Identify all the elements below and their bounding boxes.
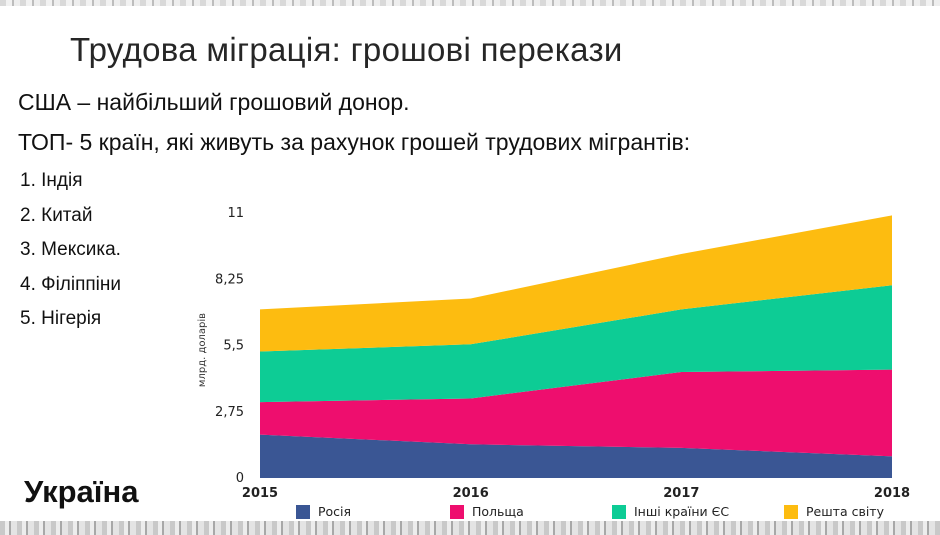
y-tick-label: 2,75 [215,405,244,420]
y-axis-ticks: 0 2,75 5,5 8,25 11 [215,206,244,486]
x-tick-label: 2015 [242,486,278,501]
bottom-decorative-border [0,521,940,535]
slide-title: Трудова міграція: грошові перекази [70,31,623,68]
legend-label: Росія [318,504,351,519]
list-item: 3. Мексика. [20,239,121,260]
y-tick-label: 8,25 [215,272,244,287]
top-decorative-border [0,0,940,6]
x-axis-ticks: 2015 2016 2017 2018 [242,486,910,501]
legend-label: Польща [472,504,524,519]
x-tick-label: 2018 [874,486,910,501]
list-item: 4. Філіппіни [20,273,122,295]
legend-swatch [612,505,626,519]
legend-swatch [784,505,798,519]
area-series-0 [260,434,892,478]
statement-line: США – найбільший грошовий донор. [18,89,410,115]
x-tick-label: 2017 [663,486,699,501]
chart-legend: Росія Польща Інші країни ЄС Решта світу [296,504,885,519]
legend-label: Інші країни ЄС [634,504,729,519]
chart-areas [260,215,892,478]
x-tick-label: 2016 [453,486,489,501]
legend-swatch [296,505,310,519]
area-series-3 [260,215,892,352]
legend-swatch [450,505,464,519]
top5-heading: ТОП- 5 країн, які живуть за рахунок грош… [18,129,691,155]
area-series-1 [260,369,892,457]
y-tick-label: 0 [236,471,244,486]
list-item: 1. Індія [20,170,83,191]
top5-country-list: 1. Індія 2. Китай 3. Мексика. 4. Філіппі… [20,168,121,341]
y-axis-label: млрд. доларів [196,313,208,387]
country-label: Україна [24,474,139,509]
area-series-2 [260,285,892,403]
list-item: 5. Нігерія [20,308,102,329]
list-item: 2. Китай [20,204,93,226]
y-tick-label: 5,5 [223,339,244,354]
legend-label: Решта світу [806,504,885,519]
y-tick-label: 11 [227,206,244,221]
